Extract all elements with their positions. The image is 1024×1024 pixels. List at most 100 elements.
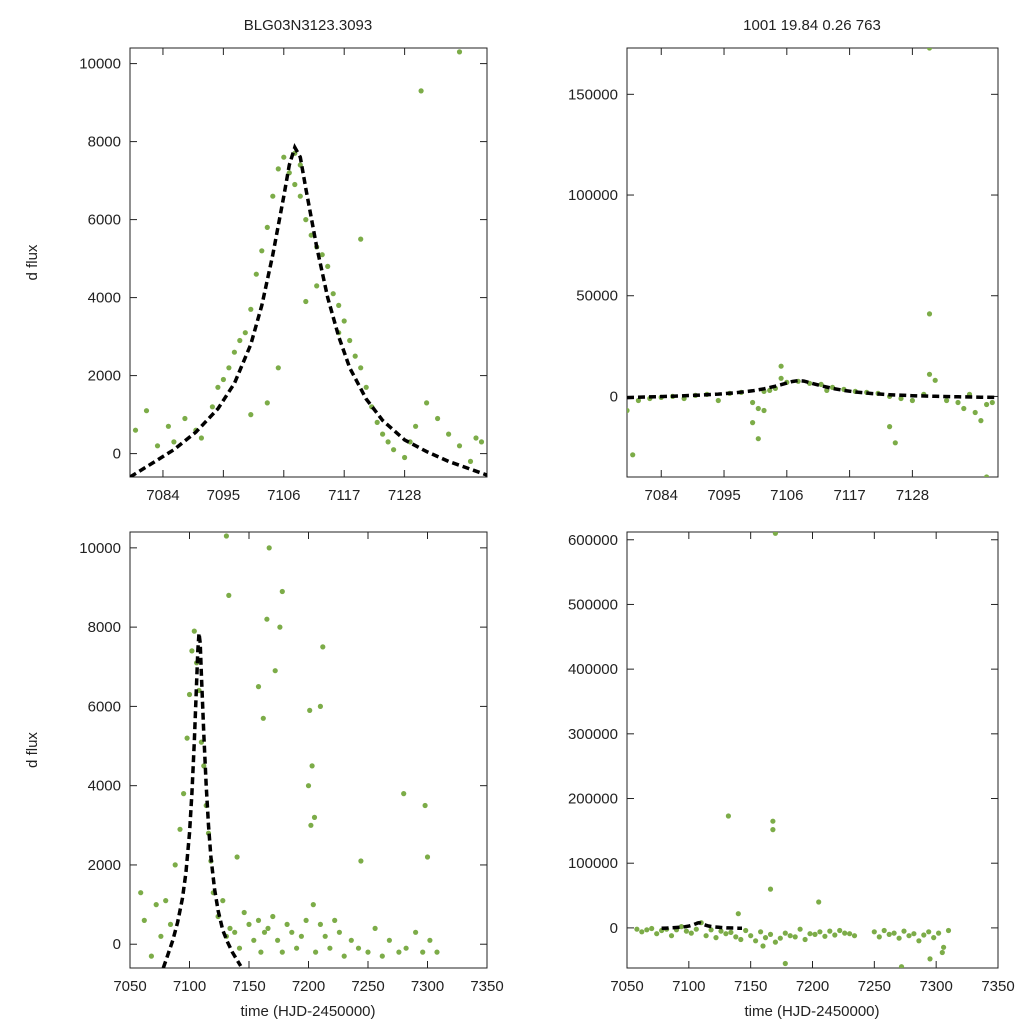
y-tick-label: 600000 — [568, 532, 618, 549]
data-point — [787, 933, 793, 939]
data-point — [270, 913, 276, 920]
x-tick-label: 7128 — [388, 487, 421, 504]
data-point — [817, 929, 823, 935]
data-point — [797, 926, 803, 932]
data-point — [251, 937, 257, 943]
data-point — [327, 945, 333, 951]
object-id-title: BLG03N3123.3093 — [244, 17, 372, 34]
data-point — [770, 818, 776, 824]
data-point — [767, 931, 774, 938]
data-point — [317, 921, 323, 928]
data-point — [234, 854, 240, 860]
data-point — [939, 949, 945, 956]
data-point — [713, 935, 719, 941]
y-tick-label: 10000 — [79, 540, 121, 557]
x-axis-label: time (HJD-2450000) — [744, 1003, 879, 1020]
fit-params-title: 1001 19.84 0.26 763 — [743, 17, 881, 34]
data-point — [654, 931, 660, 937]
x-tick-label: 7106 — [770, 487, 803, 504]
x-tick-label: 7084 — [645, 487, 678, 504]
x-tick-label: 7350 — [470, 978, 503, 995]
data-point — [778, 375, 784, 381]
x-tick-label: 7300 — [919, 978, 952, 995]
data-point — [728, 929, 734, 936]
data-point — [319, 252, 325, 258]
data-point — [148, 953, 154, 959]
data-point — [847, 931, 853, 937]
data-point — [989, 399, 995, 406]
plot-frame — [626, 47, 999, 478]
data-point — [307, 707, 313, 714]
y-tick-label: 0 — [610, 388, 618, 405]
plot-area — [627, 48, 998, 477]
y-tick-label: 2000 — [88, 857, 121, 874]
data-point — [264, 224, 270, 230]
data-point — [246, 921, 252, 928]
data-point — [379, 953, 385, 959]
plot-frame — [626, 531, 999, 969]
data-point — [842, 930, 848, 936]
data-point — [184, 735, 190, 741]
data-point — [303, 217, 309, 223]
data-point — [215, 384, 221, 390]
data-point — [336, 929, 342, 935]
data-point — [358, 236, 364, 242]
y-axis-label: d flux — [24, 732, 41, 768]
data-point — [984, 474, 990, 477]
data-point — [241, 909, 247, 916]
data-point — [236, 945, 243, 951]
data-point — [332, 917, 338, 924]
data-point — [165, 423, 171, 429]
data-point — [777, 935, 783, 941]
panel-p2: 7084 7095 7106 7117 7128 0 50000 100000 150000 — [568, 47, 999, 504]
y-tick-label: 0 — [113, 446, 121, 463]
data-point — [311, 814, 318, 821]
data-point — [760, 943, 766, 949]
data-point — [352, 353, 358, 359]
data-point — [303, 298, 309, 305]
data-point — [688, 930, 694, 936]
data-point — [816, 899, 822, 905]
data-point — [932, 377, 938, 383]
data-point — [802, 936, 808, 943]
data-point — [264, 400, 270, 406]
data-point — [227, 925, 233, 932]
panels-group: 7084 7095 7106 7117 7128 0 2000 4000 6000 8000 100… — [24, 47, 1015, 1020]
data-point — [892, 440, 898, 446]
data-point — [750, 420, 756, 426]
data-point — [336, 302, 342, 308]
data-point — [758, 929, 764, 935]
data-point — [264, 616, 270, 622]
data-point — [171, 439, 177, 445]
y-tick-label: 300000 — [568, 726, 618, 743]
data-point — [177, 826, 183, 832]
data-point — [189, 648, 195, 654]
data-point — [627, 407, 630, 414]
data-point — [396, 949, 402, 955]
data-point — [325, 263, 331, 269]
data-point — [708, 927, 714, 933]
data-point — [358, 365, 364, 371]
data-point — [792, 934, 798, 940]
data-point — [317, 703, 323, 710]
data-point — [634, 926, 640, 932]
data-point — [456, 443, 463, 449]
data-point — [748, 933, 754, 939]
data-point — [413, 423, 419, 429]
data-point — [678, 924, 685, 930]
data-point — [886, 931, 892, 938]
data-point — [718, 928, 724, 934]
data-point — [921, 932, 927, 938]
data-point — [289, 929, 295, 935]
plot-frame — [129, 531, 488, 969]
data-point — [275, 937, 281, 943]
panel-p4: 7050 7100 7150 7200 7250 7300 7350 0 100000 20000… — [568, 531, 1015, 1020]
y-tick-label: 4000 — [88, 290, 121, 307]
data-point — [270, 193, 276, 199]
data-point — [683, 928, 690, 934]
panel-p3: 7050 7100 7150 7200 7250 7300 7350 0 2000 4000 600… — [24, 531, 504, 1020]
model-curve — [130, 143, 487, 477]
data-point — [401, 791, 407, 797]
data-point — [309, 763, 315, 769]
data-point — [380, 431, 386, 437]
